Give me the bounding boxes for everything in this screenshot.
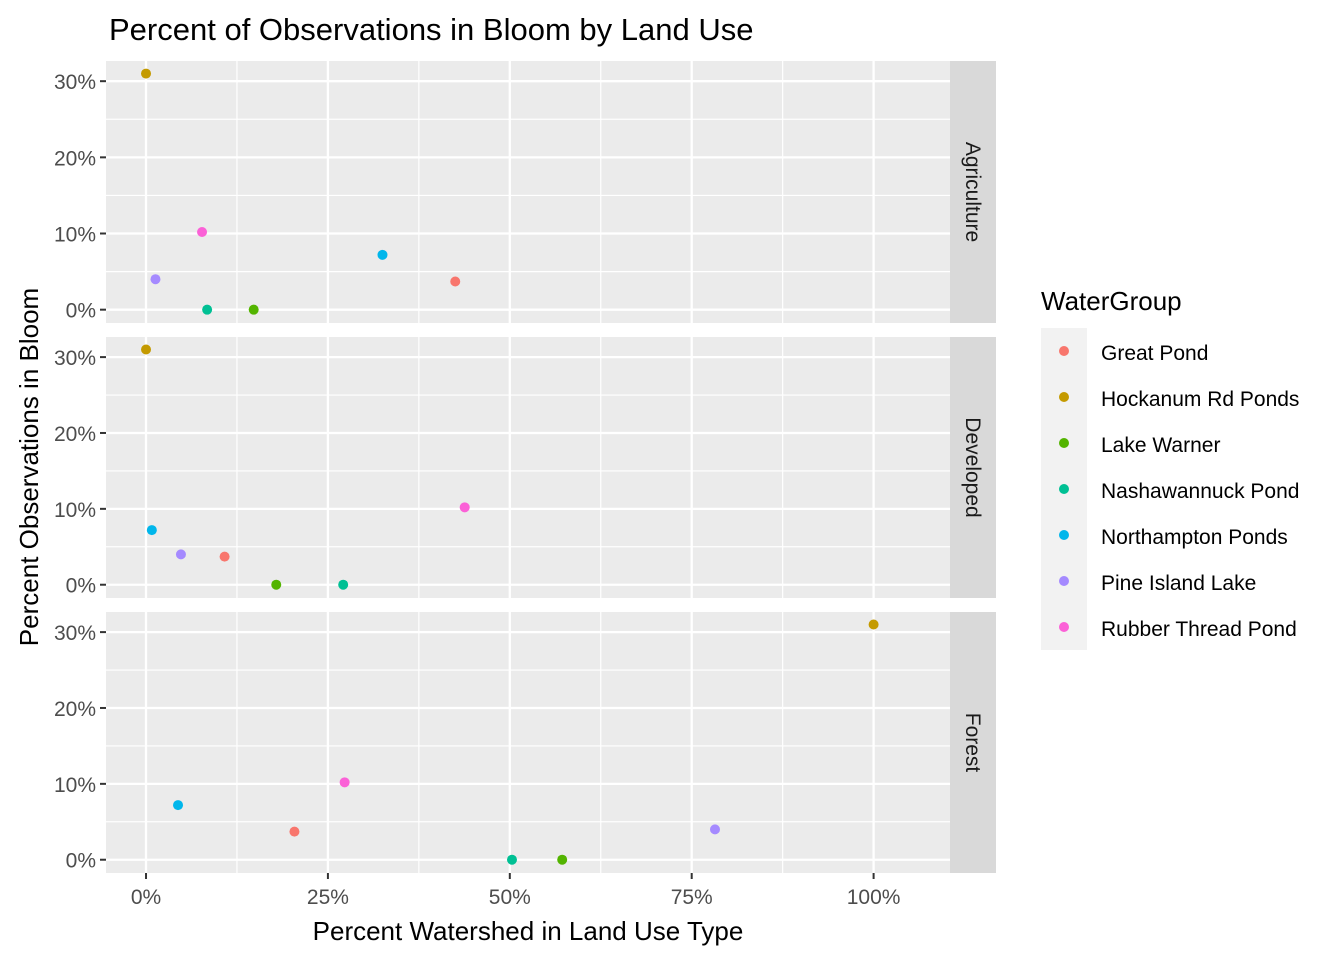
x-tick-label: 25% <box>307 886 349 909</box>
legend-title: WaterGroup <box>1041 286 1182 316</box>
panel-background <box>106 612 950 873</box>
y-axis-title: Percent Observations in Bloom <box>14 288 44 646</box>
data-point <box>339 777 350 788</box>
data-point <box>173 800 184 811</box>
data-point <box>506 854 517 865</box>
data-point <box>248 304 259 315</box>
data-point <box>141 344 152 355</box>
data-point <box>271 579 282 590</box>
data-point <box>557 854 568 865</box>
legend-key <box>1059 438 1069 448</box>
x-tick-label: 100% <box>847 886 901 909</box>
legend: WaterGroup Great Pond Hockanum Rd Ponds La… <box>1041 286 1299 650</box>
data-point <box>338 579 349 590</box>
legend-label: Pine Island Lake <box>1101 572 1256 595</box>
y-tick-label: 30% <box>54 347 96 370</box>
panel-background <box>106 337 950 598</box>
y-tick-label: 0% <box>66 300 96 323</box>
x-axis: 0% 25% 50% 75% 100% <box>131 873 901 909</box>
legend-label: Northampton Ponds <box>1101 526 1288 549</box>
y-tick-label: 20% <box>54 698 96 721</box>
facet-strip <box>950 612 996 873</box>
x-tick-label: 50% <box>489 886 531 909</box>
legend-label: Nashawannuck Pond <box>1101 480 1299 503</box>
y-tick-label: 0% <box>66 850 96 873</box>
legend-key <box>1059 484 1069 494</box>
y-tick-label: 30% <box>54 71 96 94</box>
legend-key <box>1059 530 1069 540</box>
x-tick-label: 75% <box>671 886 713 909</box>
y-tick-label: 10% <box>54 499 96 522</box>
data-point <box>141 68 152 79</box>
y-tick-label: 10% <box>54 774 96 797</box>
data-point <box>450 276 461 287</box>
data-point <box>175 549 186 560</box>
data-point <box>289 826 300 837</box>
facet-strip <box>950 61 996 323</box>
chart-title: Percent of Observations in Bloom by Land… <box>109 12 753 47</box>
legend-label: Rubber Thread Pond <box>1101 618 1297 641</box>
x-tick-label: 0% <box>131 886 161 909</box>
legend-label: Lake Warner <box>1101 434 1220 457</box>
facet-strip <box>950 337 996 598</box>
legend-label: Great Pond <box>1101 342 1208 365</box>
y-tick-label: 20% <box>54 147 96 170</box>
legend-items: Great Pond Hockanum Rd Ponds Lake Warner Na… <box>1059 342 1299 641</box>
data-point <box>146 525 157 536</box>
facet-strip-label: Forest <box>961 713 984 773</box>
y-tick-label: 10% <box>54 224 96 247</box>
data-point <box>150 274 161 285</box>
y-tick-label: 0% <box>66 575 96 598</box>
data-point <box>459 502 470 513</box>
legend-key <box>1059 576 1069 586</box>
facet-panel-forest: 0% 10% 20% 30% Forest <box>54 612 996 873</box>
data-point <box>197 226 208 237</box>
legend-label: Hockanum Rd Ponds <box>1101 388 1299 411</box>
data-point <box>868 619 879 630</box>
facet-panel-developed: 0% 10% 20% 30% Developed <box>54 337 996 598</box>
legend-key <box>1059 392 1069 402</box>
data-point <box>219 551 230 562</box>
data-point <box>377 249 388 260</box>
legend-key <box>1059 346 1069 356</box>
data-point <box>709 824 720 835</box>
panel-background <box>106 61 950 323</box>
y-tick-label: 20% <box>54 423 96 446</box>
legend-key <box>1059 622 1069 632</box>
facet-strip-label: Agriculture <box>961 142 984 242</box>
y-tick-label: 30% <box>54 622 96 645</box>
facet-strip-label: Developed <box>961 417 984 517</box>
x-axis-title: Percent Watershed in Land Use Type <box>313 916 744 946</box>
panels-group: 0% 10% 20% 30% Agriculture 0% 10% 20% 30% Develop… <box>54 61 996 873</box>
data-point <box>202 304 213 315</box>
facet-panel-agriculture: 0% 10% 20% 30% Agriculture <box>54 61 996 323</box>
